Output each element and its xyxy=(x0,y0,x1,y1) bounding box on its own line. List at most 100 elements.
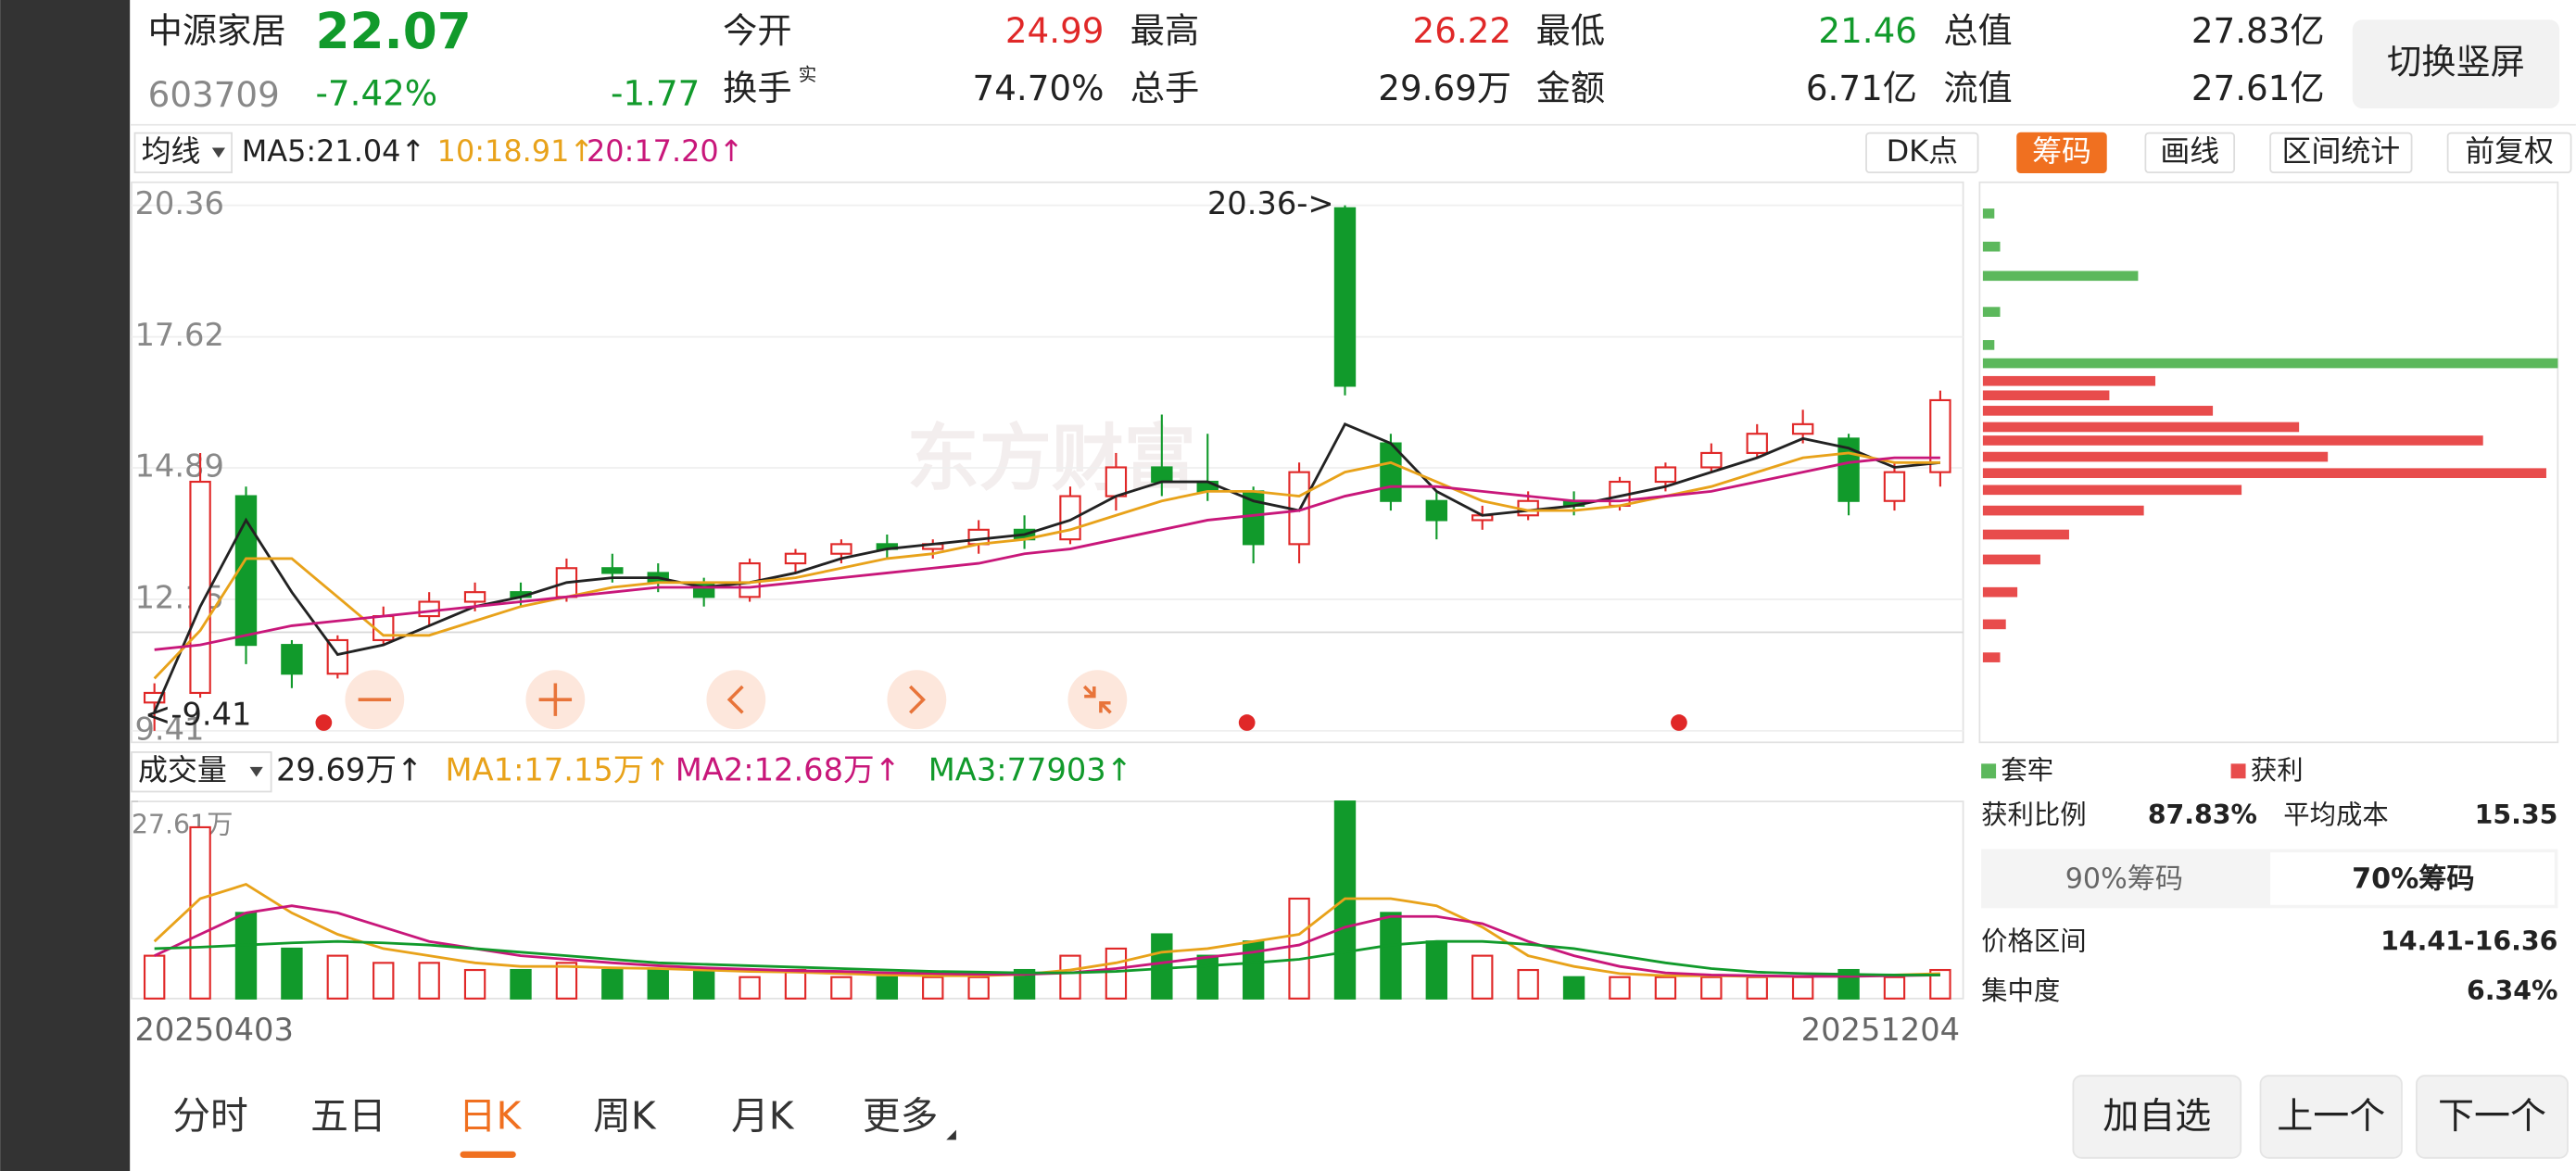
y-tick-label: 20.36 xyxy=(135,185,224,221)
line-series xyxy=(154,939,1940,976)
annotation: <-9.41 xyxy=(145,696,251,732)
tool-label[interactable]: 筹码 xyxy=(2032,133,2091,169)
candle-body xyxy=(418,600,440,618)
candle-body xyxy=(601,567,624,574)
volume-bar xyxy=(1609,976,1631,1000)
tab-label[interactable]: 70%筹码 xyxy=(2352,863,2474,896)
stat-value: 74.70% xyxy=(973,68,1105,108)
volume-bar xyxy=(1425,940,1448,1000)
tab-label[interactable]: 90%筹码 xyxy=(2065,863,2183,896)
tool-button[interactable] xyxy=(2144,132,2236,174)
chip-bar xyxy=(1982,208,1995,219)
candle-body xyxy=(830,543,852,555)
button-label[interactable]: 加自选 xyxy=(2102,1096,2211,1138)
volume-bar xyxy=(281,947,303,1000)
volume-bar xyxy=(1151,933,1173,1000)
volume-bar xyxy=(1562,976,1585,1000)
zoom-icon xyxy=(726,685,744,714)
chip-bar xyxy=(1982,406,2214,416)
candle-body xyxy=(1105,466,1128,497)
y-tick-label: 27.61万 xyxy=(132,810,234,840)
volume-bar xyxy=(1013,968,1036,1000)
candle-body xyxy=(1700,451,1723,469)
stat-value: 29.69万 xyxy=(1378,68,1511,108)
period-tab[interactable]: 更多 xyxy=(863,1093,939,1138)
candle-body xyxy=(1883,471,1906,502)
dropdown[interactable] xyxy=(133,132,233,174)
volume-bar xyxy=(418,962,440,1000)
zoom-button[interactable] xyxy=(887,670,947,730)
chip-bar xyxy=(1982,422,2300,433)
volume-bar xyxy=(555,962,578,1000)
volume-bar xyxy=(601,968,624,1000)
candle-body xyxy=(1929,398,1951,473)
tool-button[interactable] xyxy=(2269,132,2413,174)
tool-button[interactable] xyxy=(2446,132,2572,174)
volume-bar xyxy=(830,976,852,1000)
legend-label: 套牢 xyxy=(2001,755,2053,786)
tool-label[interactable]: DK点 xyxy=(1887,133,1958,169)
button-label[interactable]: 下一个 xyxy=(2438,1096,2546,1138)
stat-value: 87.83% xyxy=(2148,800,2257,830)
period-tab[interactable]: 五日 xyxy=(310,1093,386,1138)
change-pct: -7.42% xyxy=(316,72,438,113)
stat-value: 15.35 xyxy=(2475,800,2558,830)
tool-label[interactable]: 前复权 xyxy=(2465,133,2554,169)
more-arrow xyxy=(946,1129,956,1140)
tool-button[interactable] xyxy=(2016,132,2107,174)
dropdown[interactable] xyxy=(131,751,272,793)
stock-code: 603709 xyxy=(148,74,280,115)
chip-bar xyxy=(1982,451,2329,462)
volume-value: MA3:77903↑ xyxy=(928,752,1132,788)
chip-bar xyxy=(1982,241,2001,252)
volume-bar xyxy=(373,962,395,1000)
chip-bar xyxy=(1982,307,2001,317)
chip-bar xyxy=(1982,652,2001,662)
button[interactable] xyxy=(2416,1075,2569,1159)
candle-body xyxy=(1791,422,1814,435)
stat-label: 流值 xyxy=(1943,68,2012,108)
volume-bar xyxy=(189,825,211,1000)
tab-selected[interactable] xyxy=(2270,852,2555,905)
button[interactable] xyxy=(2259,1075,2403,1159)
period-tab[interactable]: 分时 xyxy=(172,1093,248,1138)
stat-sup: 实 xyxy=(799,64,817,85)
row-value: 14.41-16.36 xyxy=(2380,926,2557,957)
row-value: 6.34% xyxy=(2467,976,2557,1006)
x-label: 20250403 xyxy=(135,1012,294,1048)
volume-bar xyxy=(1929,968,1951,1000)
tool-button[interactable] xyxy=(1865,132,1979,174)
stat-value: 27.61亿 xyxy=(2191,68,2325,108)
chip-bar xyxy=(1982,271,2139,282)
stat-label: 金额 xyxy=(1536,68,1605,108)
dropdown-label[interactable]: 成交量 xyxy=(138,752,227,787)
tool-label[interactable]: 画线 xyxy=(2160,133,2219,169)
volume-bar xyxy=(510,968,532,1000)
y-tick-label: 9.41 xyxy=(135,711,205,747)
button[interactable] xyxy=(2072,1075,2242,1159)
period-tab[interactable]: 日K xyxy=(459,1093,523,1138)
stat-label: 今开 xyxy=(723,10,791,51)
tool-label[interactable]: 区间统计 xyxy=(2282,133,2401,169)
stat-label: 总值 xyxy=(1943,10,2012,51)
button-label[interactable]: 上一个 xyxy=(2277,1096,2385,1138)
period-tab[interactable]: 周K xyxy=(593,1093,657,1138)
volume-bar xyxy=(876,976,899,1000)
stat-label: 最高 xyxy=(1130,10,1199,51)
candle-body xyxy=(143,691,166,704)
volume-bar xyxy=(784,968,807,1000)
volume-bar xyxy=(1654,976,1677,1000)
dropdown-label[interactable]: 均线 xyxy=(142,133,201,169)
stat-value: 21.46 xyxy=(1818,10,1917,51)
candle-body xyxy=(1151,466,1173,484)
zoom-button[interactable] xyxy=(1067,670,1128,730)
period-tab[interactable]: 月K xyxy=(731,1093,795,1138)
button-label[interactable]: 切换竖屏 xyxy=(2387,42,2525,82)
stat-value: 27.83亿 xyxy=(2191,10,2325,51)
candle-body xyxy=(1746,433,1768,455)
zoom-button[interactable] xyxy=(706,670,766,730)
volume-bar xyxy=(692,968,715,1000)
button[interactable] xyxy=(2352,19,2560,109)
